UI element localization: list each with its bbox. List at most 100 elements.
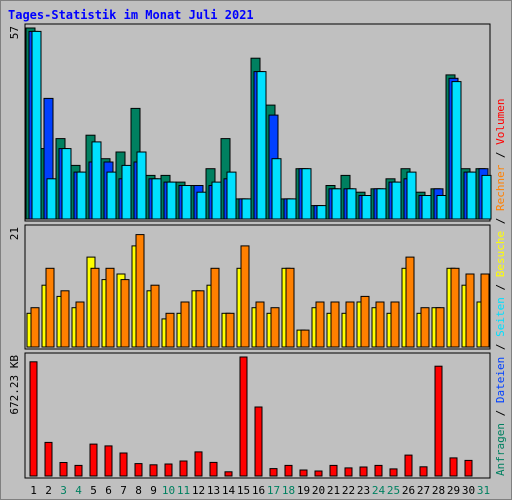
- page-title: Tages-Statistik im Monat Juli 2021: [8, 8, 254, 22]
- bar-volumen-day-17: [269, 468, 278, 477]
- bar-rechner-day-20: [315, 301, 325, 348]
- bar-seiten-day-7: [121, 164, 132, 220]
- bar-volumen-day-11: [179, 460, 188, 477]
- bar-rechner-day-16: [255, 301, 265, 348]
- bar-volumen-day-28: [434, 365, 443, 477]
- x-tick-label-14: 14: [222, 484, 236, 497]
- bar-volumen-day-3: [59, 462, 68, 477]
- x-tick-label-30: 30: [462, 484, 475, 497]
- x-tick-label-29: 29: [447, 484, 460, 497]
- bar-seiten-day-28: [436, 195, 447, 220]
- bar-rechner-day-24: [375, 301, 385, 348]
- bar-volumen-day-14: [224, 471, 233, 477]
- x-tick-label-22: 22: [342, 484, 355, 497]
- bar-rechner-day-5: [90, 267, 100, 348]
- bar-volumen-day-6: [104, 445, 113, 477]
- bar-seiten-day-22: [346, 188, 357, 220]
- legend-item-8: Rechner: [494, 164, 507, 211]
- bar-seiten-day-25: [391, 181, 402, 220]
- x-tick-label-12: 12: [192, 484, 205, 497]
- bar-rechner-day-13: [210, 267, 220, 348]
- bar-rechner-day-22: [345, 301, 355, 348]
- bar-volumen-day-16: [254, 406, 263, 477]
- bar-rechner-day-15: [240, 245, 250, 348]
- bar-rechner-day-30: [465, 273, 475, 348]
- x-tick-label-19: 19: [297, 484, 310, 497]
- bar-seiten-day-12: [196, 191, 207, 220]
- bar-rechner-day-25: [390, 301, 400, 348]
- x-tick-label-5: 5: [90, 484, 97, 497]
- bar-volumen-day-10: [164, 463, 173, 477]
- bar-volumen-day-22: [344, 467, 353, 477]
- legend-item-9: /: [494, 145, 507, 165]
- bar-rechner-day-7: [120, 279, 130, 348]
- bar-volumen-day-15: [239, 356, 248, 477]
- x-tick-label-17: 17: [267, 484, 280, 497]
- legend-item-4: Seiten: [494, 297, 507, 337]
- bar-seiten-day-15: [241, 198, 252, 220]
- bar-volumen-day-5: [89, 443, 98, 477]
- bar-volumen-day-4: [74, 464, 83, 477]
- ymax-label-requests: 57: [8, 26, 21, 39]
- bar-seiten-day-26: [406, 171, 417, 220]
- bar-seiten-day-21: [331, 188, 342, 220]
- legend-item-3: /: [494, 337, 507, 357]
- x-tick-label-23: 23: [357, 484, 370, 497]
- x-tick-label-8: 8: [135, 484, 142, 497]
- bar-seiten-day-2: [46, 178, 57, 220]
- bar-rechner-day-19: [300, 329, 310, 348]
- bar-rechner-day-23: [360, 295, 370, 348]
- bar-volumen-day-24: [374, 464, 383, 477]
- bar-seiten-day-16: [256, 71, 267, 220]
- x-tick-label-20: 20: [312, 484, 325, 497]
- legend-item-2: Dateien: [494, 357, 507, 403]
- legend-item-7: /: [494, 211, 507, 231]
- x-tick-label-24: 24: [372, 484, 386, 497]
- x-tick-label-31: 31: [477, 484, 490, 497]
- bar-seiten-day-4: [76, 171, 87, 220]
- x-tick-label-28: 28: [432, 484, 445, 497]
- bar-rechner-day-26: [405, 256, 415, 348]
- x-tick-label-15: 15: [237, 484, 250, 497]
- x-tick-label-27: 27: [417, 484, 430, 497]
- bar-rechner-day-8: [135, 234, 145, 348]
- bar-rechner-day-12: [195, 290, 205, 348]
- bar-rechner-day-6: [105, 267, 115, 348]
- bar-rechner-day-11: [180, 301, 190, 348]
- bar-rechner-day-9: [150, 284, 160, 348]
- bar-seiten-day-27: [421, 195, 432, 220]
- bar-seiten-day-18: [286, 198, 297, 220]
- x-tick-label-16: 16: [252, 484, 265, 497]
- bar-seiten-day-31: [481, 174, 492, 220]
- bar-volumen-day-23: [359, 466, 368, 477]
- bar-volumen-day-19: [299, 469, 308, 477]
- x-tick-label-6: 6: [105, 484, 112, 497]
- bar-rechner-day-17: [270, 307, 280, 348]
- bar-rechner-day-28: [435, 307, 445, 348]
- bar-rechner-day-1: [30, 307, 40, 348]
- legend-item-1: /: [494, 403, 507, 423]
- legend-item-6: Besuche: [494, 231, 507, 277]
- bar-seiten-day-24: [376, 188, 387, 220]
- legend-item-5: /: [494, 277, 507, 297]
- bar-seiten-day-10: [166, 181, 177, 220]
- bar-volumen-day-26: [404, 454, 413, 477]
- ymax-label-visits: 21: [8, 227, 21, 240]
- bar-seiten-day-30: [466, 171, 477, 220]
- bar-rechner-day-2: [45, 267, 55, 348]
- bar-seiten-day-5: [91, 141, 102, 220]
- bar-volumen-day-27: [419, 466, 428, 477]
- bar-volumen-day-7: [119, 452, 128, 477]
- ymax-label-volume: 672.23 KB: [8, 355, 21, 415]
- legend-vertical: Anfragen / Dateien / Seiten / Besuche / …: [494, 98, 507, 476]
- bar-seiten-day-6: [106, 171, 117, 220]
- bar-rechner-day-27: [420, 307, 430, 348]
- x-tick-label-26: 26: [402, 484, 415, 497]
- bar-volumen-day-30: [464, 459, 473, 477]
- bar-seiten-day-13: [211, 181, 222, 220]
- legend-item-0: Anfragen: [494, 423, 507, 476]
- bar-volumen-day-25: [389, 468, 398, 477]
- bar-seiten-day-17: [271, 158, 282, 220]
- x-tick-label-4: 4: [75, 484, 82, 497]
